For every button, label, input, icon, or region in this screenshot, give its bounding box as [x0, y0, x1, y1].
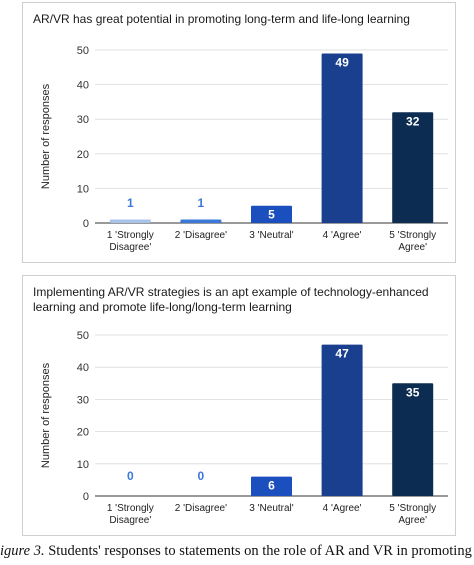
- x-tick-label: 1 'Strongly: [107, 230, 154, 241]
- bar-value-label: 5: [268, 208, 275, 222]
- bar: [251, 476, 292, 496]
- bar: [109, 219, 151, 223]
- bar-value-label: 1: [198, 196, 205, 210]
- y-tick-label: 0: [83, 491, 89, 503]
- bar-value-label: 0: [198, 469, 205, 483]
- x-tick-label: 2 'Disagree': [175, 503, 227, 514]
- bar-chart: 0 10 20 30 40 50 Number of responses 0 1 'Strong…: [40, 330, 448, 526]
- x-tick-label: 5 'Strongly: [389, 503, 436, 514]
- x-tick-label: 1 'Strongly: [107, 503, 154, 514]
- chart-title: Implementing AR/VR strategies is an apt …: [33, 285, 429, 314]
- x-tick-label: Disagree': [109, 242, 151, 253]
- bar: [251, 205, 292, 223]
- x-tick-label: Disagree': [109, 515, 151, 526]
- y-tick-label: 40: [77, 80, 89, 92]
- y-tick-label: 10: [77, 459, 89, 471]
- figure-label: igure 3.: [0, 543, 45, 559]
- bar-value-label: 6: [268, 479, 275, 493]
- y-axis-label: Number of responses: [40, 83, 52, 189]
- bar: [321, 53, 363, 224]
- y-tick-label: 0: [83, 218, 89, 230]
- y-axis-label: Number of responses: [40, 362, 52, 468]
- y-tick-label: 20: [77, 427, 89, 439]
- y-tick-label: 30: [77, 394, 89, 406]
- x-tick-label: 2 'Disagree': [175, 230, 227, 241]
- y-tick-label: 40: [77, 362, 89, 374]
- bar-value-label: 49: [335, 55, 349, 69]
- bar-value-label: 1: [127, 196, 134, 210]
- bar-value-label: 47: [335, 347, 349, 361]
- x-tick-label: 3 'Neutral': [249, 503, 293, 514]
- y-tick-label: 30: [77, 114, 89, 126]
- bar: [180, 219, 222, 223]
- bar: [392, 383, 434, 496]
- x-tick-label: 4 'Agree': [323, 230, 362, 241]
- x-tick-label: 4 'Agree': [323, 503, 362, 514]
- bar: [392, 112, 434, 223]
- x-tick-label: Agree': [398, 515, 427, 526]
- bar-value-label: 35: [406, 385, 420, 399]
- chart-panel-2: Implementing AR/VR strategies is an apt …: [22, 275, 456, 536]
- figure-caption: igure 3. Students' responses to statemen…: [0, 543, 474, 560]
- bar-value-label: 0: [127, 469, 134, 483]
- chart-title: AR/VR has great potential in promoting l…: [33, 12, 410, 26]
- chart-panel-1: AR/VR has great potential in promoting l…: [22, 2, 456, 263]
- caption-text: Students' responses to statements on the…: [44, 543, 472, 559]
- y-tick-label: 50: [77, 330, 89, 342]
- x-tick-label: 5 'Strongly: [389, 230, 436, 241]
- y-tick-label: 10: [77, 183, 89, 195]
- bar-chart: 0 10 20 30 40 50 Number of responses 1 1 'Strong…: [40, 45, 448, 253]
- y-tick-label: 20: [77, 149, 89, 161]
- x-tick-label: 3 'Neutral': [249, 230, 293, 241]
- y-tick-label: 50: [77, 45, 89, 57]
- bar: [321, 344, 363, 496]
- bar-value-label: 32: [406, 114, 420, 128]
- x-tick-label: Agree': [398, 242, 427, 253]
